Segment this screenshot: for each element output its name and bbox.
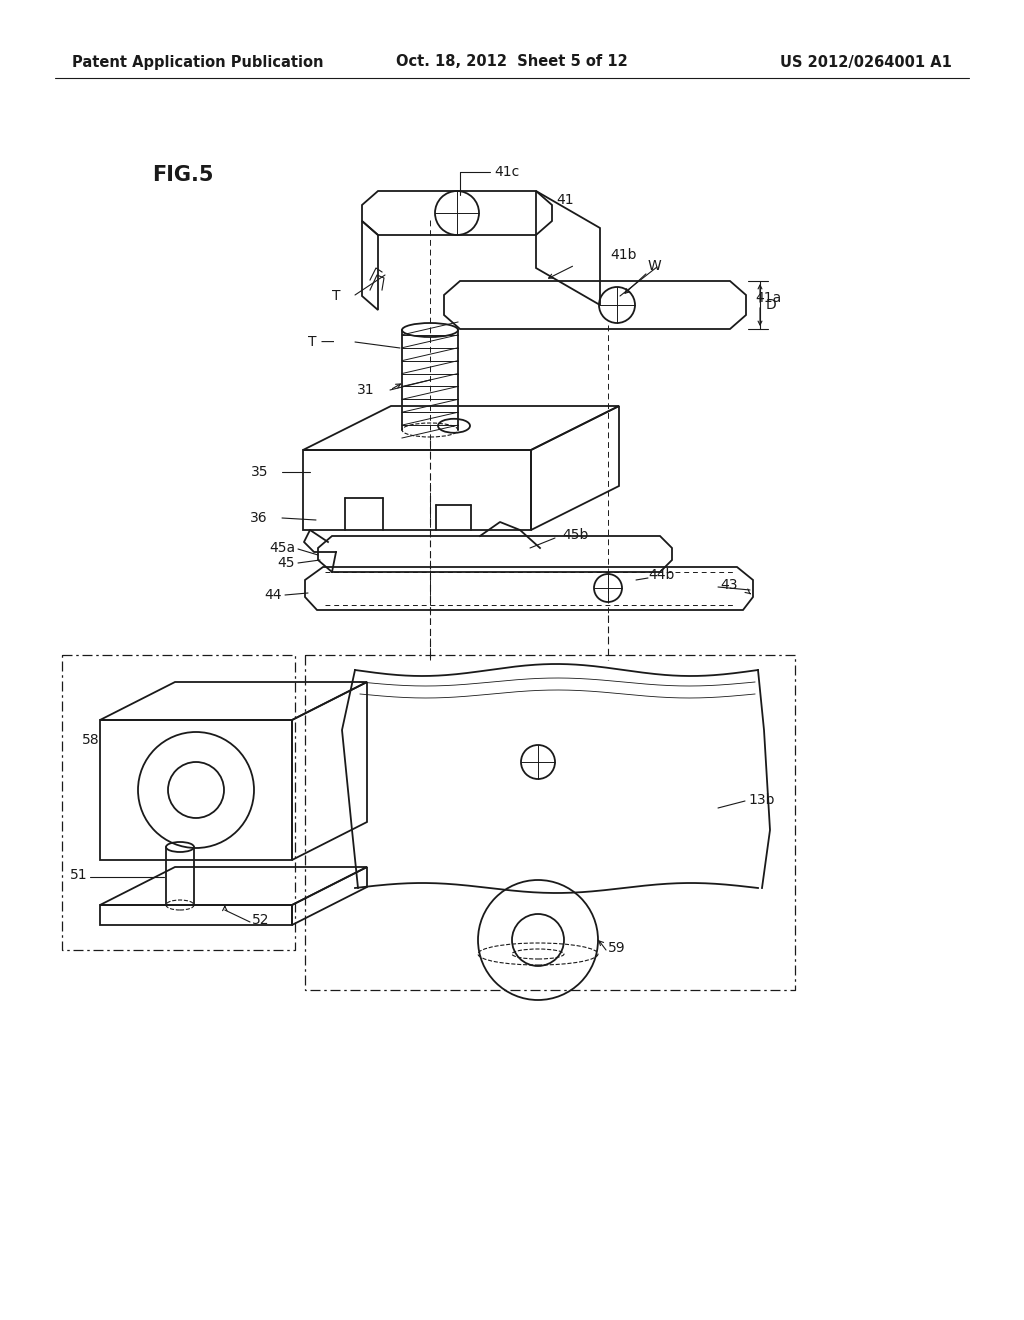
Text: 41b: 41b bbox=[610, 248, 637, 261]
Text: 45a: 45a bbox=[269, 541, 295, 554]
Text: 35: 35 bbox=[251, 465, 268, 479]
Text: 59: 59 bbox=[608, 941, 626, 954]
Text: T —: T — bbox=[308, 335, 335, 348]
Text: 51: 51 bbox=[71, 869, 88, 882]
Text: 58: 58 bbox=[82, 733, 99, 747]
Text: 41c: 41c bbox=[494, 165, 519, 180]
Text: T: T bbox=[332, 289, 340, 304]
Text: 41a: 41a bbox=[755, 290, 781, 305]
Text: 13b: 13b bbox=[748, 793, 774, 807]
Text: Patent Application Publication: Patent Application Publication bbox=[72, 54, 324, 70]
Text: W: W bbox=[648, 259, 662, 273]
Text: 45b: 45b bbox=[562, 528, 589, 543]
Text: US 2012/0264001 A1: US 2012/0264001 A1 bbox=[780, 54, 952, 70]
Text: FIG.5: FIG.5 bbox=[152, 165, 213, 185]
Text: 31: 31 bbox=[357, 383, 375, 397]
Text: 41: 41 bbox=[556, 193, 573, 207]
Text: 45: 45 bbox=[278, 556, 295, 570]
Text: 43: 43 bbox=[720, 578, 737, 591]
Text: Oct. 18, 2012  Sheet 5 of 12: Oct. 18, 2012 Sheet 5 of 12 bbox=[396, 54, 628, 70]
Text: 44: 44 bbox=[264, 587, 282, 602]
Text: 44b: 44b bbox=[648, 568, 675, 582]
Text: 52: 52 bbox=[252, 913, 269, 927]
Text: 36: 36 bbox=[251, 511, 268, 525]
Text: D: D bbox=[766, 298, 777, 312]
